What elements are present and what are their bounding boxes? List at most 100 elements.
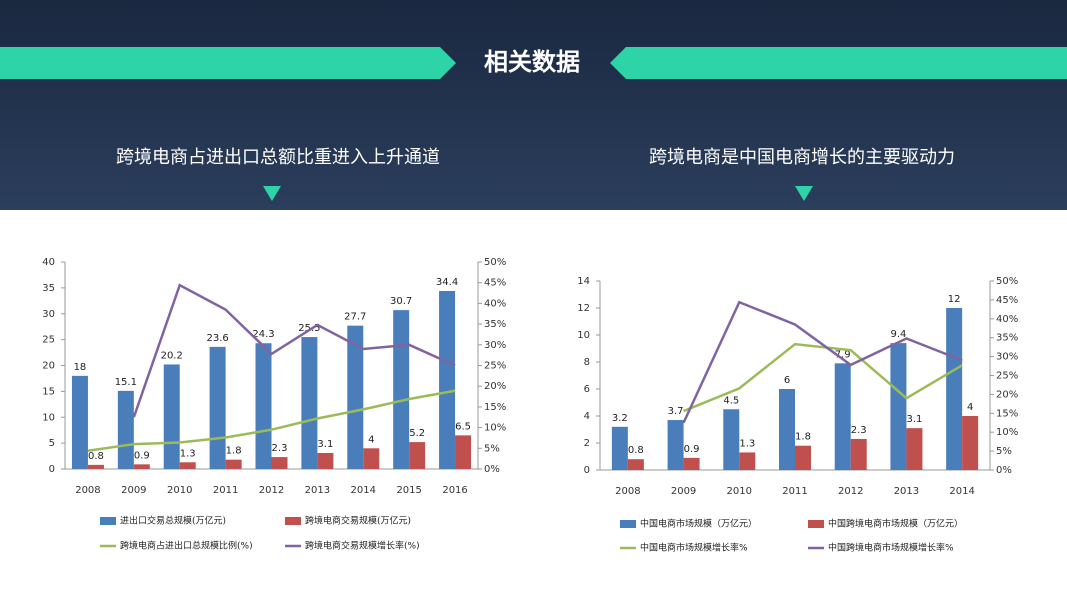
legend-swatch xyxy=(285,517,301,525)
bar xyxy=(133,464,150,469)
y2-tick-label: 50% xyxy=(484,257,506,268)
y2-tick-label: 20% xyxy=(996,389,1018,400)
legend-label: 跨境电商占进出口总规模比例(%) xyxy=(120,540,253,552)
y2-tick-label: 50% xyxy=(996,276,1018,287)
bar xyxy=(683,457,700,470)
data-label: 5.2 xyxy=(409,428,425,439)
data-label: 24.3 xyxy=(252,329,274,340)
x-tick-label: 2009 xyxy=(121,485,146,496)
y2-tick-label: 0% xyxy=(484,464,500,475)
y-tick-label: 0 xyxy=(584,465,590,476)
data-label: 3.2 xyxy=(612,413,628,424)
x-tick-label: 2015 xyxy=(396,485,421,496)
y2-tick-label: 35% xyxy=(484,319,506,330)
line-series xyxy=(682,300,963,424)
bar xyxy=(834,363,851,470)
triangle-right xyxy=(795,186,813,201)
data-label: 7.9 xyxy=(835,349,851,360)
data-label: 6 xyxy=(784,375,790,386)
bar xyxy=(363,448,380,469)
x-tick-label: 2016 xyxy=(442,485,467,496)
y2-tick-label: 10% xyxy=(996,427,1018,438)
y-tick-label: 10 xyxy=(577,330,590,341)
y2-tick-label: 20% xyxy=(484,381,506,392)
x-tick-label: 2012 xyxy=(838,486,863,497)
y2-tick-label: 5% xyxy=(996,446,1012,457)
y2-tick-label: 25% xyxy=(996,371,1018,382)
x-tick-label: 2008 xyxy=(615,486,640,497)
triangle-left xyxy=(263,186,281,201)
legend-label: 中国电商市场规模增长率% xyxy=(640,542,748,554)
data-label: 0.8 xyxy=(628,445,644,456)
data-label: 12 xyxy=(948,294,961,305)
y2-tick-label: 25% xyxy=(484,361,506,372)
y-tick-label: 12 xyxy=(577,303,590,314)
bar xyxy=(906,428,923,470)
line-series xyxy=(683,342,963,413)
legend-swatch xyxy=(100,517,116,525)
data-label: 34.4 xyxy=(436,277,458,288)
y-tick-label: 10 xyxy=(42,412,55,423)
data-label: 1.8 xyxy=(226,446,242,457)
bar xyxy=(163,364,180,469)
y2-tick-label: 0% xyxy=(996,465,1012,476)
y2-tick-label: 30% xyxy=(484,340,506,351)
data-label: 9.4 xyxy=(890,329,906,340)
bar xyxy=(611,426,628,470)
bar xyxy=(409,442,426,469)
legend-label: 跨境电商交易规模(万亿元) xyxy=(305,515,411,527)
data-label: 6.5 xyxy=(455,421,471,432)
data-label: 3.1 xyxy=(906,414,922,425)
y2-tick-label: 30% xyxy=(996,352,1018,363)
line-series xyxy=(87,389,456,453)
data-label: 0.8 xyxy=(88,451,104,462)
left-subtitle: 跨境电商占进出口总额比重进入上升通道 xyxy=(116,147,440,168)
right-subtitle: 跨境电商是中国电商增长的主要驱动力 xyxy=(649,147,955,168)
legend-swatch xyxy=(808,520,824,528)
bar xyxy=(87,464,104,469)
x-tick-label: 2009 xyxy=(671,486,696,497)
legend-label: 中国跨境电商市场规模（万亿元） xyxy=(828,518,963,530)
y-tick-label: 40 xyxy=(42,257,55,268)
bar xyxy=(627,459,644,470)
y-tick-label: 14 xyxy=(577,276,590,287)
header-title: 相关数据 xyxy=(484,48,580,76)
bar xyxy=(71,375,88,469)
data-label: 15.1 xyxy=(115,377,137,388)
bar xyxy=(255,343,272,469)
data-label: 1.3 xyxy=(180,448,196,459)
legend-label: 进出口交易总规模(万亿元) xyxy=(120,515,226,527)
bar xyxy=(225,459,242,469)
data-label: 2.3 xyxy=(272,443,288,454)
bar xyxy=(723,409,740,470)
y-tick-label: 0 xyxy=(49,464,55,475)
legend-label: 中国跨境电商市场规模增长率% xyxy=(828,542,954,554)
bar xyxy=(347,325,364,469)
data-label: 1.8 xyxy=(795,432,811,443)
bar xyxy=(179,462,196,469)
data-label: 3.7 xyxy=(668,406,684,417)
bar xyxy=(455,435,472,469)
x-tick-label: 2011 xyxy=(213,485,238,496)
x-tick-label: 2014 xyxy=(949,486,974,497)
x-tick-label: 2010 xyxy=(727,486,752,497)
data-label: 0.9 xyxy=(134,450,150,461)
y2-tick-label: 40% xyxy=(484,298,506,309)
y2-tick-label: 5% xyxy=(484,443,500,454)
bar xyxy=(795,445,811,470)
bar xyxy=(439,290,456,469)
bar xyxy=(962,416,979,470)
x-tick-label: 2008 xyxy=(75,485,100,496)
x-tick-label: 2011 xyxy=(782,486,807,497)
data-label: 4.5 xyxy=(723,395,739,406)
y-tick-label: 25 xyxy=(42,335,55,346)
bar xyxy=(850,438,867,470)
y2-tick-label: 35% xyxy=(996,333,1018,344)
header-band xyxy=(0,0,1067,210)
y-tick-label: 8 xyxy=(584,357,590,368)
data-label: 3.1 xyxy=(317,439,333,450)
data-label: 20.2 xyxy=(161,350,183,361)
bar xyxy=(890,343,907,470)
x-tick-label: 2012 xyxy=(259,485,284,496)
bar xyxy=(301,337,318,469)
